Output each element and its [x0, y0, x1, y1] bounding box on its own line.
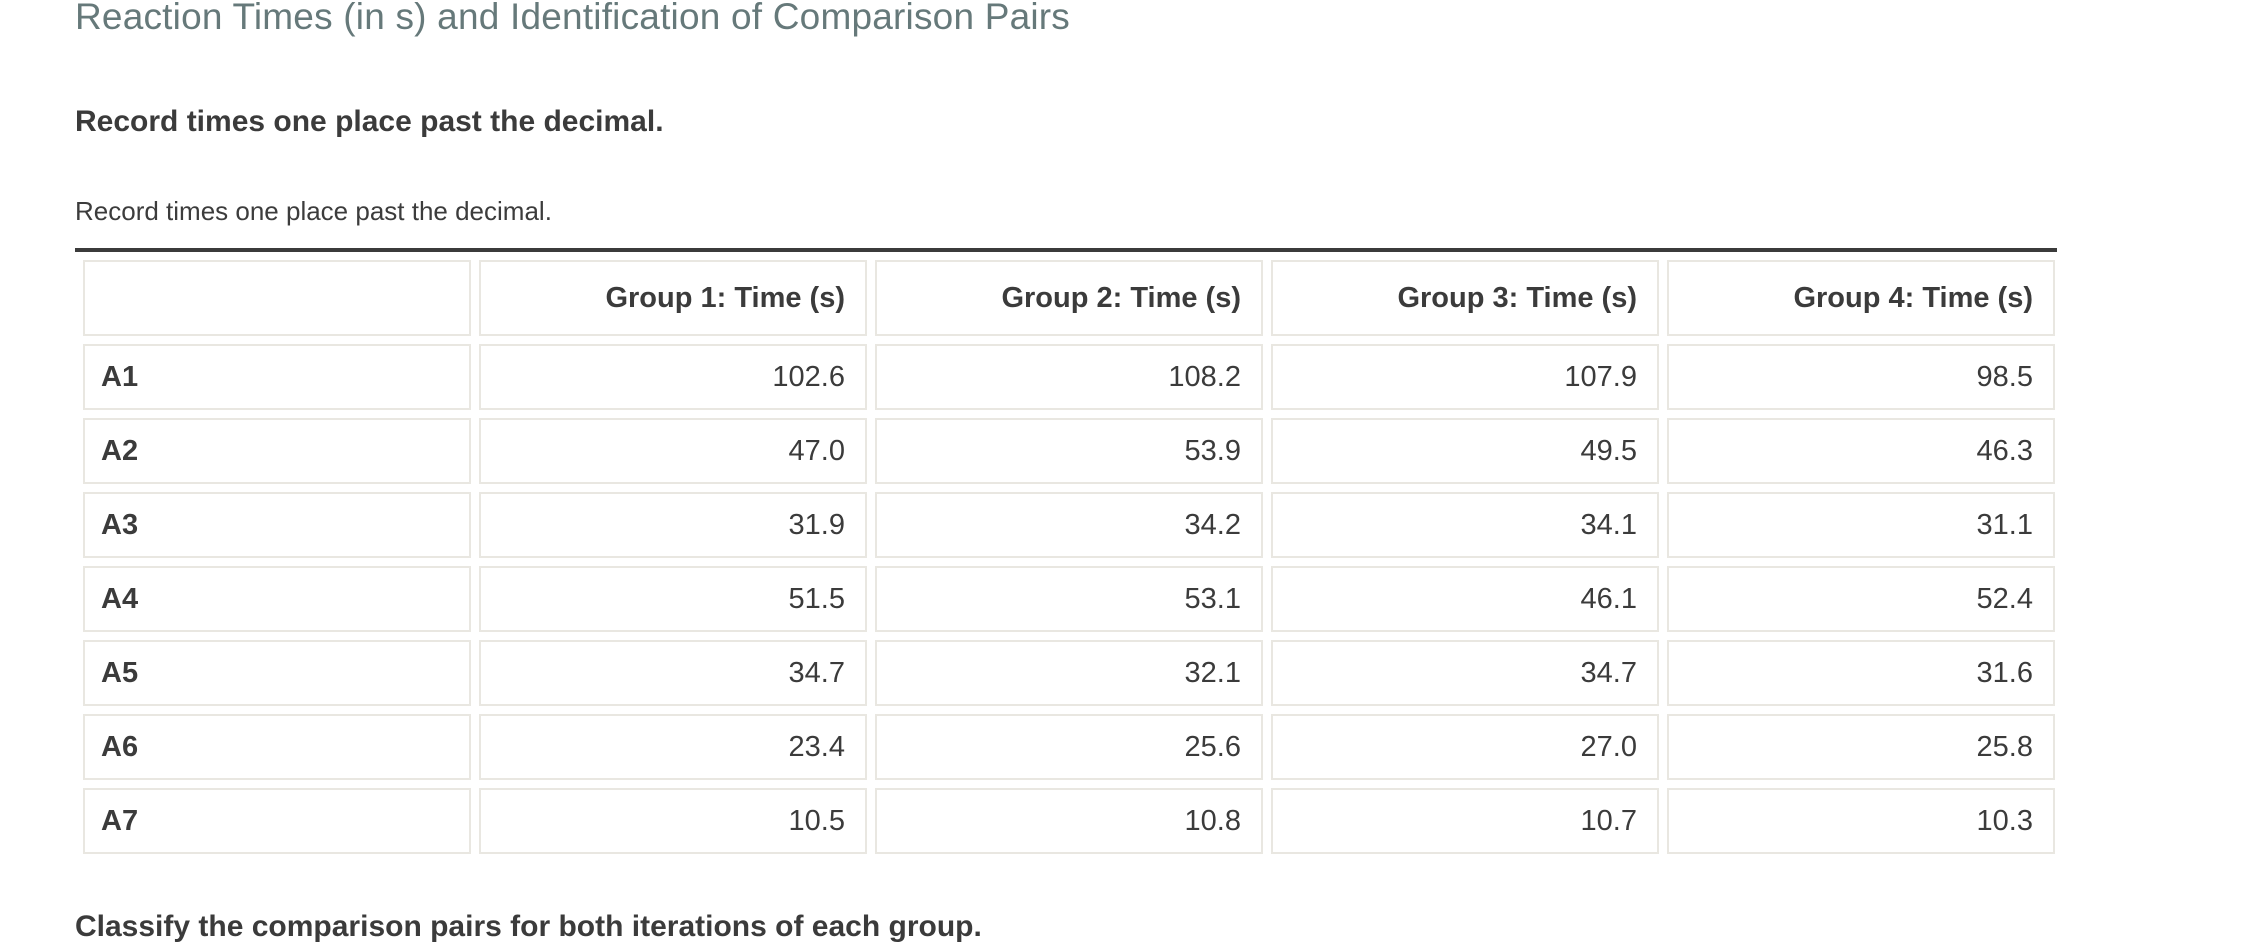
time-value-cell[interactable]: 102.6 — [479, 344, 867, 410]
row-label: A4 — [83, 566, 471, 632]
time-value-cell[interactable]: 10.7 — [1271, 788, 1659, 854]
section-heading-classify-pairs: Classify the comparison pairs for both i… — [75, 910, 982, 943]
row-label: A1 — [83, 344, 471, 410]
table-row: A5 34.7 32.1 34.7 31.6 — [83, 640, 2055, 706]
time-value-cell[interactable]: 52.4 — [1667, 566, 2055, 632]
table-row: A1 102.6 108.2 107.9 98.5 — [83, 344, 2055, 410]
time-value-cell[interactable]: 10.5 — [479, 788, 867, 854]
table-caption: Record times one place past the decimal. — [75, 196, 552, 226]
time-value-cell[interactable]: 47.0 — [479, 418, 867, 484]
time-value-cell[interactable]: 46.1 — [1271, 566, 1659, 632]
time-value-cell[interactable]: 32.1 — [875, 640, 1263, 706]
column-header-group-1: Group 1: Time (s) — [479, 260, 867, 336]
row-label: A2 — [83, 418, 471, 484]
time-value-cell[interactable]: 31.9 — [479, 492, 867, 558]
time-value-cell[interactable]: 98.5 — [1667, 344, 2055, 410]
document-page: Reaction Times (in s) and Identification… — [75, 0, 2057, 943]
table-row: A2 47.0 53.9 49.5 46.3 — [83, 418, 2055, 484]
time-value-cell[interactable]: 27.0 — [1271, 714, 1659, 780]
table-row: A6 23.4 25.6 27.0 25.8 — [83, 714, 2055, 780]
time-value-cell[interactable]: 34.1 — [1271, 492, 1659, 558]
table-row: A7 10.5 10.8 10.7 10.3 — [83, 788, 2055, 854]
time-value-cell[interactable]: 34.2 — [875, 492, 1263, 558]
time-value-cell[interactable]: 31.6 — [1667, 640, 2055, 706]
time-value-cell[interactable]: 10.8 — [875, 788, 1263, 854]
time-value-cell[interactable]: 49.5 — [1271, 418, 1659, 484]
time-value-cell[interactable]: 53.9 — [875, 418, 1263, 484]
column-header-group-2: Group 2: Time (s) — [875, 260, 1263, 336]
reaction-times-table-wrapper: Group 1: Time (s) Group 2: Time (s) Grou… — [75, 248, 2057, 862]
reaction-times-table: Group 1: Time (s) Group 2: Time (s) Grou… — [75, 252, 2063, 862]
row-label: A6 — [83, 714, 471, 780]
row-label: A3 — [83, 492, 471, 558]
column-header-group-3: Group 3: Time (s) — [1271, 260, 1659, 336]
time-value-cell[interactable]: 34.7 — [1271, 640, 1659, 706]
table-header-row: Group 1: Time (s) Group 2: Time (s) Grou… — [83, 260, 2055, 336]
time-value-cell[interactable]: 53.1 — [875, 566, 1263, 632]
table-row: A4 51.5 53.1 46.1 52.4 — [83, 566, 2055, 632]
time-value-cell[interactable]: 108.2 — [875, 344, 1263, 410]
time-value-cell[interactable]: 25.6 — [875, 714, 1263, 780]
column-header-group-4: Group 4: Time (s) — [1667, 260, 2055, 336]
time-value-cell[interactable]: 46.3 — [1667, 418, 2055, 484]
time-value-cell[interactable]: 31.1 — [1667, 492, 2055, 558]
page-title: Reaction Times (in s) and Identification… — [75, 0, 1070, 37]
table-corner-cell — [83, 260, 471, 336]
section-heading-record-times: Record times one place past the decimal. — [75, 105, 664, 138]
time-value-cell[interactable]: 10.3 — [1667, 788, 2055, 854]
time-value-cell[interactable]: 107.9 — [1271, 344, 1659, 410]
time-value-cell[interactable]: 34.7 — [479, 640, 867, 706]
row-label: A7 — [83, 788, 471, 854]
table-row: A3 31.9 34.2 34.1 31.1 — [83, 492, 2055, 558]
time-value-cell[interactable]: 25.8 — [1667, 714, 2055, 780]
row-label: A5 — [83, 640, 471, 706]
time-value-cell[interactable]: 51.5 — [479, 566, 867, 632]
time-value-cell[interactable]: 23.4 — [479, 714, 867, 780]
